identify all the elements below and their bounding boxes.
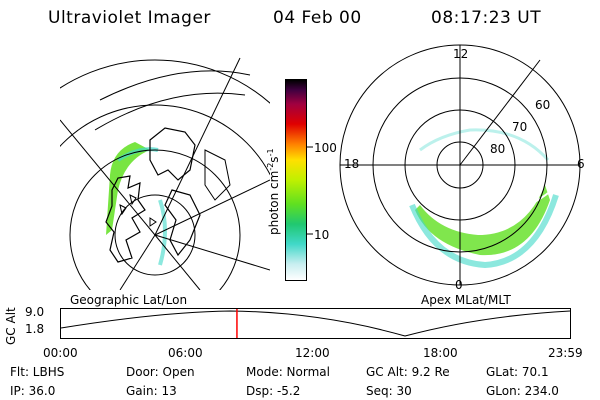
- timeline-xtick-2359: 23:59: [548, 346, 583, 360]
- info-seq: Seq: 30: [366, 384, 412, 398]
- header-time: 08:17:23 UT: [431, 8, 542, 28]
- timeline-axis-label: GC Alt: [4, 307, 18, 345]
- info-gain: Gain: 13: [126, 384, 177, 398]
- info-gc-alt: GC Alt: 9.2 Re: [366, 365, 450, 379]
- mlt-label-0: 0: [455, 278, 463, 292]
- info-door: Door: Open: [126, 365, 195, 379]
- mlat-label-60: 60: [535, 98, 551, 112]
- mlat-label-80: 80: [490, 142, 506, 156]
- aurora-oval-right: [415, 185, 550, 256]
- app-title: Ultraviolet Imager: [48, 8, 211, 28]
- info-filter: Flt: LBHS: [10, 365, 65, 379]
- timeline-plot: [60, 308, 571, 339]
- colorbar-tick-100: 100: [314, 141, 337, 155]
- header-date: 04 Feb 00: [273, 8, 362, 28]
- colorbar-tick-10: 10: [314, 228, 330, 242]
- timeline-xtick-1800: 18:00: [423, 346, 458, 360]
- info-ip: IP: 36.0: [10, 384, 56, 398]
- timeline-xtick-1200: 12:00: [295, 346, 330, 360]
- mlt-label-12: 12: [453, 47, 469, 61]
- timeline-xtick-0600: 06:00: [168, 346, 203, 360]
- mlt-label-18: 18: [344, 157, 360, 171]
- timeline-xtick-0000: 00:00: [43, 346, 78, 360]
- aurora-oval-left: [106, 142, 150, 235]
- colorbar: [285, 79, 307, 281]
- colorbar-label: photon cm-2s-1: [266, 148, 281, 235]
- left-panel-label: Geographic Lat/Lon: [70, 293, 188, 307]
- info-glat: GLat: 70.1: [486, 365, 549, 379]
- timeline-ytick-bottom: 1.8: [25, 322, 45, 336]
- right-panel-label: Apex MLat/MLT: [421, 293, 511, 307]
- info-glon: GLon: 234.0: [486, 384, 559, 398]
- timeline-ytick-top: 9.0: [25, 305, 45, 319]
- info-mode: Mode: Normal: [246, 365, 330, 379]
- colorbar-ticks: [307, 146, 313, 235]
- mlat-label-70: 70: [512, 120, 528, 134]
- info-dsp: Dsp: -5.2: [246, 384, 301, 398]
- mlt-label-6: 6: [577, 157, 585, 171]
